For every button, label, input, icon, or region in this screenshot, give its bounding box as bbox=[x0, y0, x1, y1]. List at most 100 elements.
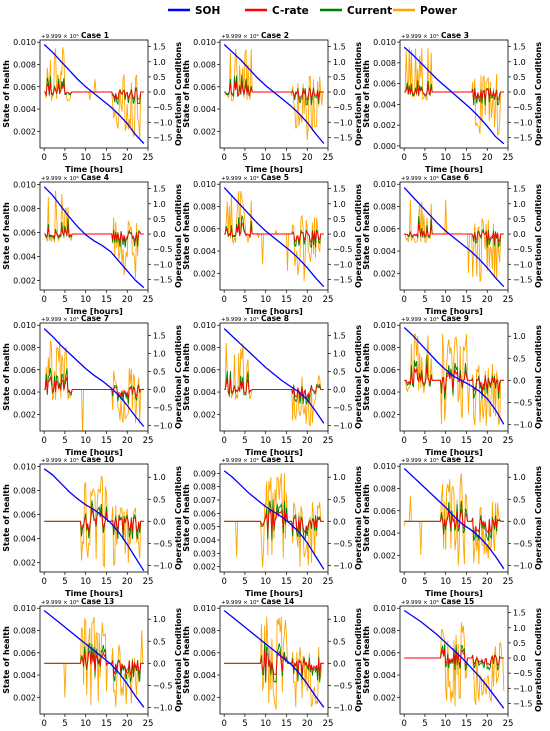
x-tick-label: 5 bbox=[422, 295, 427, 305]
y2-tick-label: −0.5 bbox=[513, 669, 532, 678]
y2-tick-label: 0.5 bbox=[513, 215, 526, 224]
y-tick-label: 0.002 bbox=[13, 276, 36, 285]
y-tick-label: 0.010 bbox=[193, 180, 216, 189]
y-tick-label: 0.008 bbox=[373, 59, 396, 68]
y2-tick-label: −1.0 bbox=[513, 684, 532, 693]
y2-tick-label: 0.0 bbox=[513, 517, 526, 526]
x-tick-label: 5 bbox=[422, 719, 427, 727]
series-power-line bbox=[404, 333, 504, 426]
y2-tick-label: 1.0 bbox=[513, 200, 526, 209]
x-tick-label: 10 bbox=[260, 577, 271, 587]
y2-tick-label: 1.0 bbox=[153, 58, 166, 67]
y-tick-label: 0.004 bbox=[193, 247, 216, 256]
y2-tick-label: 1.0 bbox=[333, 350, 346, 359]
plot-area bbox=[223, 44, 325, 144]
series-power-line bbox=[224, 342, 324, 427]
plot-frame bbox=[219, 463, 329, 573]
x-axis-label: Time [hours] bbox=[425, 307, 483, 316]
y-tick-label: 0.005 bbox=[193, 523, 216, 532]
y-tick-label: 0.008 bbox=[13, 343, 36, 352]
plot-frame bbox=[219, 39, 329, 149]
y2-tick-label: 1.0 bbox=[513, 332, 526, 341]
x-tick-label: 25 bbox=[503, 719, 514, 727]
plot-frame bbox=[399, 181, 509, 291]
y-tick-label: 0.004 bbox=[193, 388, 216, 397]
panel-case-5: 0 5 10 15 20 25 0.002 0.004 0.006 0.008 0.010 −1.5 −… bbox=[182, 173, 363, 316]
y2-tick-label: −1.5 bbox=[513, 699, 532, 708]
panel-case-6: 0 5 10 15 20 25 0.002 0.004 0.006 0.008 0.010 −1.5 −… bbox=[362, 173, 543, 316]
y-tick-label: 0.008 bbox=[373, 484, 396, 493]
y2-tick-label: −0.5 bbox=[513, 103, 532, 112]
x-tick-label: 5 bbox=[62, 577, 67, 587]
x-tick-label: 5 bbox=[62, 719, 67, 727]
x-tick-label: 10 bbox=[80, 295, 91, 305]
x-tick-label: 10 bbox=[260, 719, 271, 727]
y-tick-label: 0.010 bbox=[193, 38, 216, 47]
y-tick-label: 0.008 bbox=[193, 343, 216, 352]
x-tick-label: 25 bbox=[503, 436, 514, 446]
x-axis-label: Time [hours] bbox=[245, 589, 303, 598]
y-tick-label: 0.004 bbox=[193, 105, 216, 114]
y-axis-label: State of health bbox=[182, 626, 191, 694]
x-tick-label: 10 bbox=[440, 577, 451, 587]
x-axis-label: Time [hours] bbox=[245, 448, 303, 457]
plot-frame bbox=[219, 181, 329, 291]
panel-title: Case 9 bbox=[441, 314, 469, 323]
x-tick-label: 25 bbox=[143, 295, 154, 305]
y2-axis-label: Operational Conditions bbox=[534, 325, 543, 429]
legend-label-power: Power bbox=[420, 5, 458, 17]
panel-case-11: 0 5 10 15 20 25 0.002 0.003 0.004 0.005 0.006 0.007… bbox=[182, 455, 363, 598]
x-tick-label: 5 bbox=[422, 436, 427, 446]
panel-title: Case 3 bbox=[441, 31, 469, 40]
x-tick-label: 0 bbox=[41, 719, 46, 727]
y-tick-label: 0.009 bbox=[193, 469, 216, 478]
plot-area bbox=[43, 44, 145, 144]
series-c-rate-line bbox=[224, 222, 324, 243]
x-tick-label: 25 bbox=[323, 295, 334, 305]
x-tick-label: 0 bbox=[41, 295, 46, 305]
y-tick-label: 0.004 bbox=[193, 536, 216, 545]
x-tick-label: 15 bbox=[281, 153, 292, 163]
plot-frame bbox=[399, 605, 509, 715]
y-tick-label: 0.007 bbox=[193, 496, 216, 505]
x-tick-label: 15 bbox=[101, 295, 112, 305]
y2-tick-label: −1.5 bbox=[333, 133, 352, 142]
x-tick-label: 20 bbox=[302, 577, 313, 587]
x-tick-label: 0 bbox=[401, 577, 406, 587]
y2-tick-label: 0.0 bbox=[153, 659, 166, 668]
series-soh-line bbox=[223, 470, 325, 570]
y-tick-label: 0.010 bbox=[13, 321, 36, 330]
y2-tick-label: 1.5 bbox=[333, 332, 346, 341]
x-tick-label: 5 bbox=[62, 153, 67, 163]
y2-tick-label: 1.0 bbox=[513, 473, 526, 482]
y2-tick-label: −1.5 bbox=[153, 275, 172, 284]
series-soh-line bbox=[403, 468, 505, 570]
panel-case-14: 0 5 10 15 20 25 0.002 0.004 0.006 0.008 0.010 −1.0 −… bbox=[182, 597, 363, 729]
y2-tick-label: 0.0 bbox=[153, 517, 166, 526]
y2-tick-label: −1.5 bbox=[513, 133, 532, 142]
x-tick-label: 15 bbox=[281, 295, 292, 305]
y-axis-label: State of health bbox=[2, 60, 11, 128]
x-tick-label: 15 bbox=[281, 719, 292, 727]
x-tick-label: 0 bbox=[401, 719, 406, 727]
y2-tick-label: 1.5 bbox=[333, 185, 346, 194]
y2-tick-label: 0.0 bbox=[333, 386, 346, 395]
panel-case-2: 0 5 10 15 20 25 0.002 0.004 0.006 0.008 0.010 −1.5 −… bbox=[182, 31, 363, 174]
plot-frame bbox=[219, 605, 329, 715]
y-offset-label: +9.999 × 10⁶ bbox=[401, 457, 439, 464]
x-axis-label: Time [hours] bbox=[425, 165, 483, 174]
y-tick-label: 0.008 bbox=[193, 202, 216, 211]
y-tick-label: 0.000 bbox=[373, 142, 396, 151]
y-offset-label: +9.999 × 10⁶ bbox=[41, 457, 79, 464]
x-tick-label: 20 bbox=[122, 719, 133, 727]
plot-frame bbox=[39, 39, 149, 149]
y-offset-label: +9.999 × 10⁶ bbox=[41, 175, 79, 182]
y2-tick-label: 0.0 bbox=[513, 654, 526, 663]
series-c-rate-line bbox=[404, 223, 504, 243]
x-tick-label: 25 bbox=[323, 436, 334, 446]
y-tick-label: 0.008 bbox=[373, 202, 396, 211]
y-tick-label: 0.008 bbox=[373, 343, 396, 352]
y2-tick-label: 0.0 bbox=[513, 230, 526, 239]
x-tick-label: 25 bbox=[143, 153, 154, 163]
